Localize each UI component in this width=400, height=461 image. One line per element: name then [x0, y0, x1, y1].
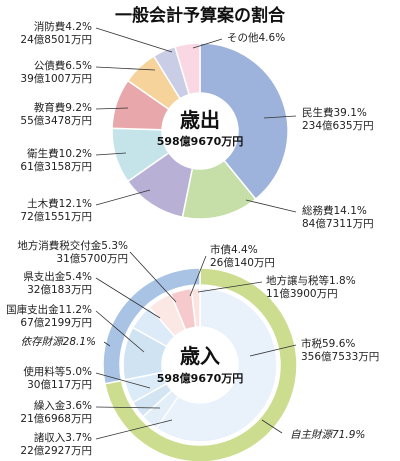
revenue-amount-7: 26億140万円: [210, 256, 275, 269]
revenue-label-8: 地方譲与税等1.8%: [266, 274, 356, 287]
revenue-amount-1: 22億2927万円: [20, 444, 92, 457]
expenditure-label-7: その他4.6%: [227, 31, 285, 44]
revenue-leader-3: [95, 372, 151, 389]
revenue-group-ring-1: [102, 267, 201, 385]
revenue-label-2: 繰入金3.6%: [34, 399, 92, 412]
revenue-label-0: 市税59.6%: [301, 337, 355, 350]
revenue-group-leader-0: [261, 419, 283, 434]
expenditure-amount-5: 39億1007万円: [20, 72, 92, 85]
expenditure-label-5: 公債費6.5%: [34, 59, 92, 72]
revenue-center-total: 598億9670万円: [157, 371, 244, 385]
revenue-leader-2: [95, 406, 161, 409]
expenditure-label-3: 衛生費10.2%: [27, 147, 92, 160]
expenditure-slice-7: [173, 42, 201, 96]
expenditure-leader-2: [95, 189, 151, 206]
expenditure-leader-0: [263, 115, 297, 119]
revenue-label-6: 地方消費税交付金5.3%: [17, 239, 128, 252]
expenditure-amount-2: 72億1551万円: [20, 210, 92, 223]
expenditure-leader-5: [95, 66, 156, 71]
expenditure-center-title: 歳出: [180, 108, 220, 132]
revenue-amount-3: 30億117万円: [27, 378, 92, 391]
expenditure-leader-7: [192, 38, 223, 49]
expenditure-slice-0: [199, 42, 289, 201]
expenditure-amount-6: 24億8501万円: [20, 33, 92, 46]
expenditure-leader-1: [245, 199, 297, 213]
expenditure-amount-0: 234億635万円: [302, 119, 374, 132]
figure-title: 一般会計予算案の割合: [115, 5, 286, 26]
expenditure-amount-4: 55億3478万円: [20, 114, 92, 127]
expenditure-amount-3: 61億3158万円: [20, 160, 92, 173]
revenue-leader-5: [95, 277, 161, 319]
revenue-leader-0: [249, 344, 297, 357]
revenue-leader-6: [129, 251, 177, 303]
revenue-amount-4: 67億2199万円: [20, 316, 92, 329]
expenditure-center-total: 598億9670万円: [157, 134, 244, 148]
revenue-center-title: 歳入: [180, 344, 220, 368]
revenue-amount-0: 356億7533万円: [301, 350, 379, 363]
revenue-amount-5: 32億183万円: [27, 283, 92, 296]
expenditure-label-4: 教育費9.2%: [34, 101, 92, 114]
revenue-slice-8: [190, 287, 201, 329]
revenue-amount-8: 11億3900万円: [266, 287, 338, 300]
revenue-group-ring-0: [103, 267, 298, 461]
revenue-label-1: 諸収入3.7%: [34, 431, 92, 444]
expenditure-leader-3: [95, 152, 127, 156]
expenditure-label-1: 総務費14.1%: [302, 204, 367, 217]
revenue-leader-8: [197, 281, 263, 293]
revenue-amount-2: 21億6968万円: [20, 412, 92, 425]
expenditure-label-6: 消防費4.2%: [34, 20, 92, 33]
revenue-label-5: 県支出金5.4%: [23, 270, 92, 283]
revenue-amount-6: 31億5700万円: [56, 252, 128, 265]
expenditure-amount-1: 84億7311万円: [302, 217, 374, 230]
expenditure-leader-6: [95, 27, 173, 53]
revenue-label-3: 使用料等5.0%: [23, 365, 92, 378]
revenue-label-7: 市債4.4%: [210, 243, 258, 256]
revenue-group-label-0: 自主財源71.9%: [290, 429, 365, 441]
revenue-group-label-1: 依存財源28.1%: [21, 336, 96, 348]
revenue-group-leader-1: [103, 341, 111, 347]
revenue-slice-0: [155, 287, 278, 443]
expenditure-label-2: 土木費12.1%: [27, 197, 92, 210]
revenue-leader-4: [95, 310, 145, 353]
expenditure-leader-4: [95, 107, 129, 110]
revenue-leader-7: [189, 255, 207, 297]
revenue-leader-1: [95, 419, 173, 440]
expenditure-label-0: 民生費39.1%: [302, 106, 367, 119]
revenue-label-4: 国庫支出金11.2%: [6, 303, 92, 316]
